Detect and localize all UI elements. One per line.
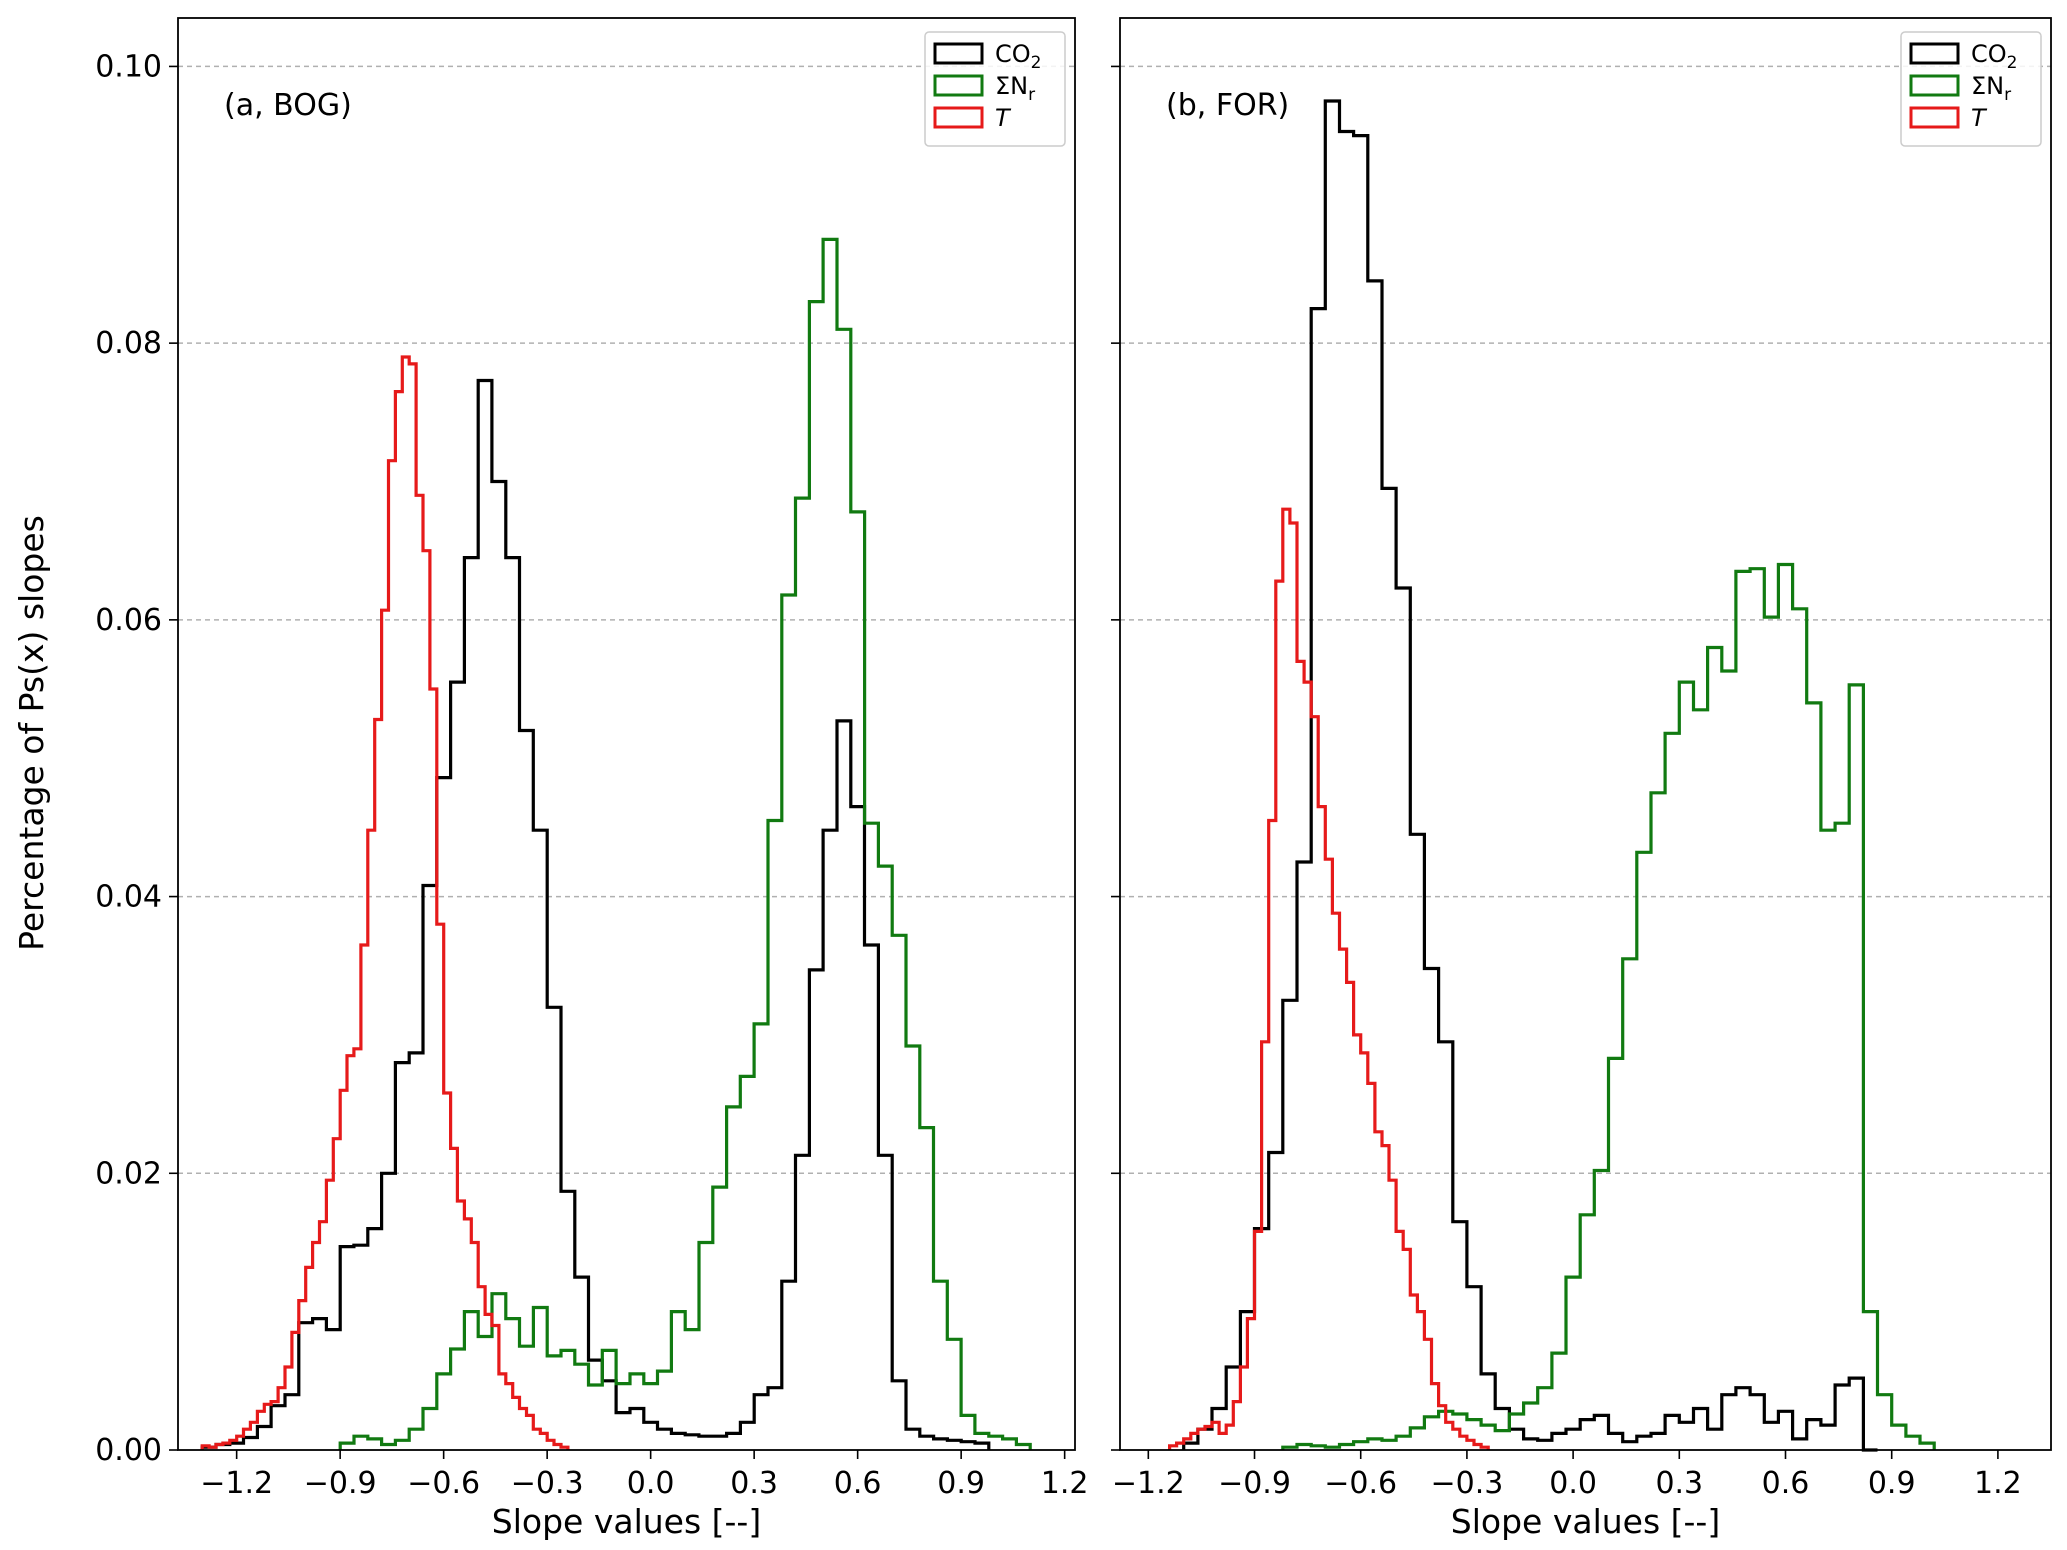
- x-tick-label: 0.6: [834, 1466, 882, 1501]
- axes-frame: [1119, 17, 2052, 1451]
- y-tick-label: 0.04: [95, 880, 162, 915]
- x-tick-label: −1.2: [200, 1466, 273, 1501]
- x-tick-label: −0.3: [1430, 1466, 1503, 1501]
- panel-annotation: (b, FOR): [1166, 88, 1289, 123]
- histogram-co2: [200, 378, 991, 1450]
- legend-label: T: [1971, 104, 1988, 132]
- legend-label-main: ΣN: [1971, 72, 2004, 100]
- legend-label: ΣNr: [995, 72, 1035, 105]
- legend-label-sub: r: [2004, 85, 2011, 105]
- x-tick-label: −0.6: [407, 1466, 480, 1501]
- legend-label-main: CO: [995, 40, 1031, 68]
- x-axis-label: Slope values [--]: [1451, 1502, 1720, 1541]
- legend-item: T: [1909, 104, 1988, 132]
- y-tick-label: 0.10: [95, 49, 162, 84]
- y-tick-label: 0.08: [95, 326, 162, 361]
- legend-item: T: [933, 104, 1012, 132]
- legend-item: CO2: [933, 40, 1041, 73]
- histogram-temperature: [1168, 507, 1490, 1450]
- panel-a: 0.000.020.040.060.080.10−1.2 −0.9 −0.6 −0.3…: [95, 17, 1089, 1541]
- x-tick-label: 1.2: [1041, 1466, 1089, 1501]
- x-tick-label: 0.0: [627, 1466, 675, 1501]
- x-tick-label: −0.9: [304, 1466, 377, 1501]
- legend-swatch: [933, 42, 984, 65]
- axes-frame: [177, 17, 1076, 1451]
- x-tick-label: 0.9: [937, 1466, 985, 1501]
- histogram-sum-nr: [338, 237, 1032, 1450]
- histogram-sum-nr: [1281, 562, 1936, 1450]
- legend-label-main: T: [1971, 104, 1988, 132]
- legend-swatch: [933, 106, 984, 129]
- x-tick-label: −0.6: [1324, 1466, 1397, 1501]
- legend-frame: [1900, 31, 2042, 147]
- x-tick-label: 0.9: [1868, 1466, 1916, 1501]
- y-axis-label: Percentage of Ps(x) slopes: [12, 515, 51, 951]
- x-tick-label: −0.9: [1218, 1466, 1291, 1501]
- x-tick-label: 0.6: [1762, 1466, 1810, 1501]
- legend-item: ΣNr: [933, 72, 1035, 105]
- legend-swatch: [1909, 42, 1960, 65]
- legend-label-main: T: [995, 104, 1012, 132]
- legend-item: ΣNr: [1909, 72, 2011, 105]
- x-axis-label: Slope values [--]: [492, 1502, 761, 1541]
- panel-annotation: (a, BOG): [224, 88, 352, 123]
- histogram-co2: [1182, 99, 1878, 1452]
- x-tick-label: 0.3: [1655, 1466, 1703, 1501]
- legend-swatch: [1909, 74, 1960, 97]
- legend-label: CO2: [1971, 40, 2017, 73]
- histogram-temperature: [200, 355, 570, 1450]
- x-tick-label: 0.3: [730, 1466, 778, 1501]
- y-tick-label: 0.00: [95, 1433, 162, 1468]
- legend-label: T: [995, 104, 1012, 132]
- x-tick-label: −0.3: [511, 1466, 584, 1501]
- legend-label-main: CO: [1971, 40, 2007, 68]
- y-tick-label: 0.02: [95, 1156, 162, 1191]
- legend-label-sub: 2: [2007, 53, 2018, 73]
- x-tick-label: 0.0: [1549, 1466, 1597, 1501]
- legend-label: CO2: [995, 40, 1041, 73]
- legend-swatch: [933, 74, 984, 97]
- y-tick-label: 0.06: [95, 603, 162, 638]
- x-tick-label: −1.2: [1112, 1466, 1185, 1501]
- panel-b: −1.2 −0.9 −0.6 −0.3 0.0 0.3 0.6 0.9 1.2 Slope val…: [1111, 17, 2052, 1541]
- x-tick-label: 1.2: [1974, 1466, 2022, 1501]
- legend-frame: [924, 31, 1066, 147]
- legend-swatch: [1909, 106, 1960, 129]
- legend-label-main: ΣN: [995, 72, 1028, 100]
- legend-label: ΣNr: [1971, 72, 2011, 105]
- legend-label-sub: r: [1028, 85, 1035, 105]
- legend-label-sub: 2: [1031, 53, 1042, 73]
- legend-item: CO2: [1909, 40, 2017, 73]
